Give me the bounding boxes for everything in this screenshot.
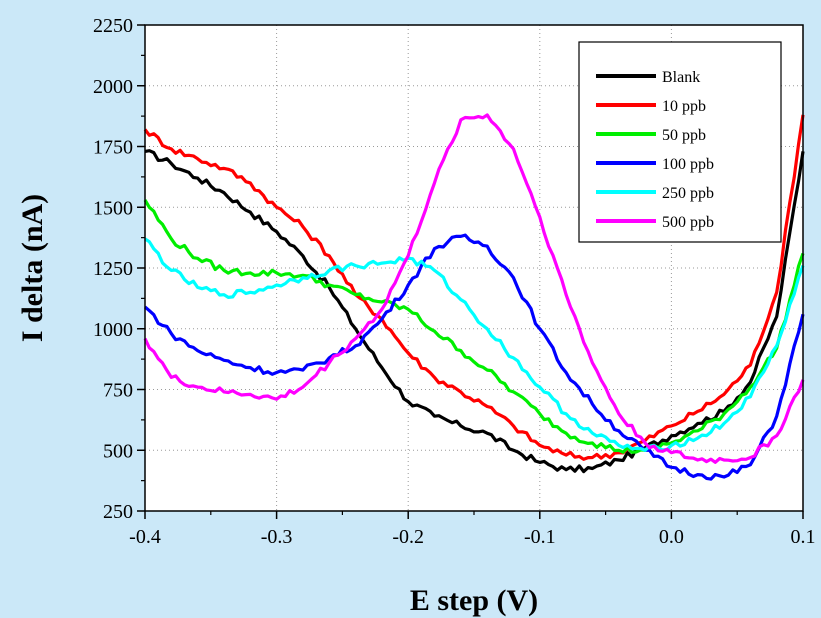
y-tick-label: 250 bbox=[103, 501, 133, 523]
x-tick-label: -0.3 bbox=[261, 526, 293, 548]
x-tick-label: -0.2 bbox=[392, 526, 424, 548]
legend-label: Blank bbox=[662, 69, 700, 86]
y-tick-label: 2000 bbox=[93, 76, 133, 98]
legend-label: 10 ppb bbox=[662, 98, 706, 115]
y-tick-label: 1250 bbox=[93, 258, 133, 280]
y-tick-label: 2250 bbox=[93, 15, 133, 37]
series-line-100-ppb bbox=[143, 233, 805, 481]
x-tick-label: -0.4 bbox=[129, 526, 161, 548]
x-axis-title: E step (V) bbox=[410, 584, 538, 617]
axis-ticks: -0.4 -0.3 -0.2 -0.1 0.0 0.1 250 500 750 1000 1250 1… bbox=[93, 15, 816, 548]
legend: Blank 10 ppb 50 ppb 100 ppb 250 ppb 500 ppb bbox=[578, 41, 782, 243]
series-lines bbox=[143, 113, 805, 481]
legend-label: 500 ppb bbox=[662, 214, 714, 231]
y-tick-label: 1000 bbox=[93, 319, 133, 341]
series-line-10-ppb bbox=[143, 114, 805, 461]
series-line-500-ppb bbox=[143, 113, 805, 464]
y-tick-label: 750 bbox=[103, 380, 133, 402]
x-tick-label: -0.1 bbox=[524, 526, 556, 548]
legend-label: 50 ppb bbox=[662, 127, 706, 144]
legend-label: 250 ppb bbox=[662, 185, 714, 202]
series-line-250-ppb bbox=[144, 237, 805, 452]
y-tick-label: 500 bbox=[103, 440, 133, 462]
y-tick-label: 1750 bbox=[93, 137, 133, 159]
x-tick-label: 0.0 bbox=[659, 526, 684, 548]
series-line-blank bbox=[144, 149, 805, 474]
legend-label: 100 ppb bbox=[662, 156, 714, 173]
series-line-50-ppb bbox=[143, 199, 805, 454]
x-tick-label: 0.1 bbox=[791, 526, 816, 548]
y-axis-title: I delta (nA) bbox=[16, 194, 49, 342]
y-tick-label: 1500 bbox=[93, 197, 133, 219]
